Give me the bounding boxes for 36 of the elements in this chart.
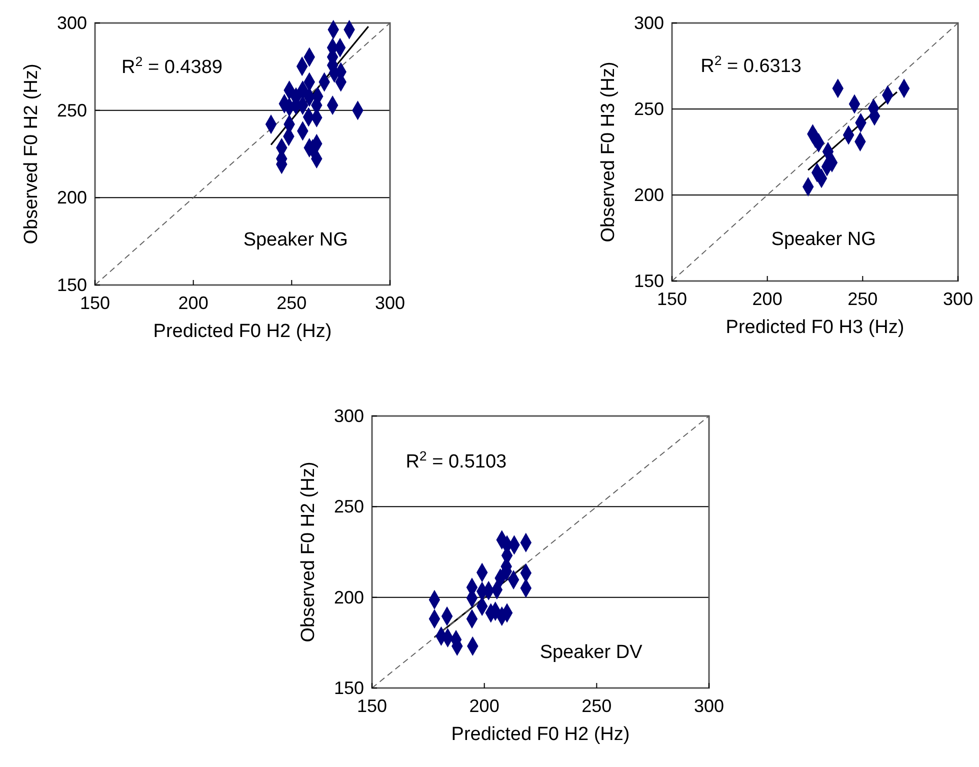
y-tick-label: 300	[56, 13, 87, 33]
x-tick-label: 200	[178, 293, 208, 313]
x-tick-label: 250	[276, 293, 307, 313]
y-tick-label: 300	[334, 406, 364, 426]
annotation: R$^{2}$ = 0.5103	[406, 448, 507, 473]
y-tick-label: 200	[56, 188, 87, 208]
x-tick-label: 150	[656, 289, 688, 309]
x-tick-label: 250	[582, 696, 612, 716]
annotation: Speaker DV	[540, 642, 643, 664]
x-tick-label: 150	[356, 696, 388, 716]
x-axis-title: Predicted F0 H2 (Hz)	[153, 321, 332, 342]
y-axis-title: Observed F0 H3 (Hz)	[598, 62, 619, 242]
x-tick-label: 150	[80, 293, 110, 313]
y-tick-label: 250	[634, 99, 664, 119]
y-tick-label: 250	[334, 496, 364, 517]
y-tick-label: 300	[634, 13, 664, 33]
annotation: R$^{2}$ = 0.4389	[122, 53, 222, 78]
x-tick-label: 300	[374, 293, 406, 313]
x-axis-title: Predicted F0 H2 (Hz)	[451, 724, 630, 745]
annotation: Speaker NG	[243, 230, 348, 251]
annotation: R$^{2}$ = 0.6313	[700, 52, 802, 78]
y-axis-title: Observed F0 H2 (Hz)	[298, 462, 319, 642]
y-axis-title: Observed F0 H2 (Hz)	[21, 64, 42, 244]
y-tick-label: 200	[334, 587, 364, 608]
x-tick-label: 300	[694, 696, 724, 716]
y-tick-label: 250	[56, 100, 87, 120]
x-tick-label: 250	[848, 289, 878, 309]
annotation: Speaker NG	[771, 228, 876, 250]
x-tick-label: 300	[942, 289, 974, 309]
x-axis-title: Predicted F0 H3 (Hz)	[726, 317, 904, 338]
y-tick-label: 150	[56, 275, 87, 295]
y-tick-label: 200	[634, 185, 664, 205]
x-tick-label: 200	[469, 696, 500, 716]
x-tick-label: 200	[752, 289, 782, 309]
y-tick-label: 150	[334, 678, 364, 698]
y-tick-label: 150	[634, 271, 664, 291]
